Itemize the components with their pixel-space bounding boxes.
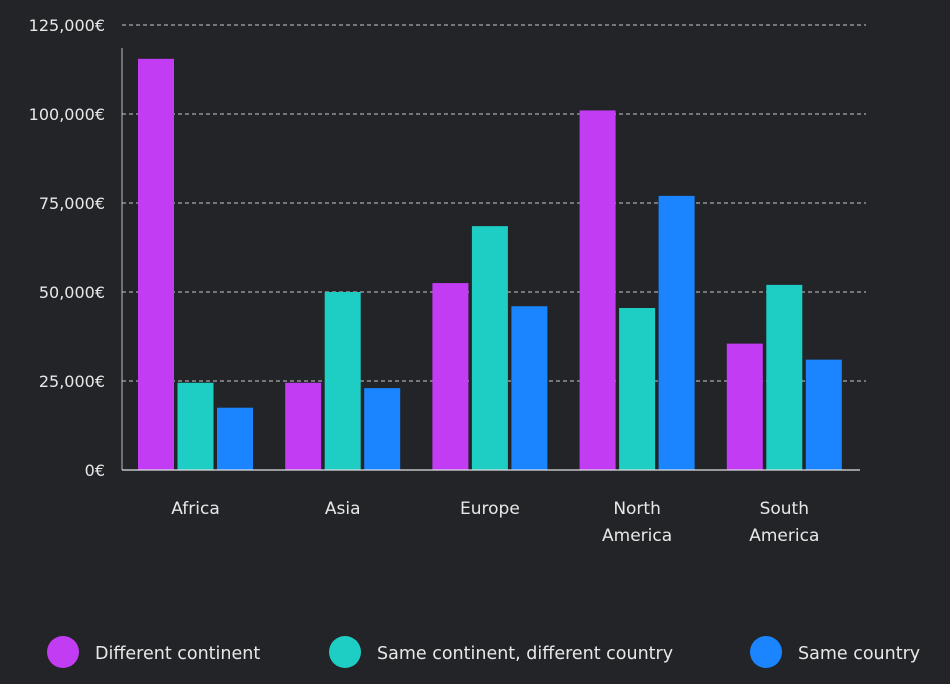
bars — [138, 58, 842, 470]
x-category-label: South — [760, 499, 809, 519]
legend: Different continent Same continent, diffe… — [47, 636, 920, 668]
legend-label: Same continent, different country — [377, 644, 673, 664]
bar — [432, 283, 469, 470]
y-tick-label: 75,000€ — [39, 194, 105, 213]
x-axis-category-labels: Africa Asia Europe North America South America — [171, 499, 819, 546]
legend-label: Different continent — [95, 644, 260, 664]
legend-label: Same country — [798, 644, 920, 664]
bar — [364, 388, 401, 470]
legend-swatch — [750, 636, 782, 668]
x-category-label: Europe — [460, 499, 520, 519]
y-tick-label: 0€ — [85, 461, 105, 480]
bar — [511, 306, 548, 470]
bar — [726, 343, 763, 470]
y-axis-tick-labels: 0€ 25,000€ 50,000€ 75,000€ 100,000€ 125,000€ — [29, 16, 105, 480]
bar — [217, 407, 253, 470]
x-category-label: Africa — [171, 499, 220, 519]
bar — [766, 284, 803, 470]
axes — [121, 48, 860, 471]
y-tick-label: 100,000€ — [29, 105, 105, 124]
x-category-label: America — [602, 526, 672, 546]
bar — [471, 226, 508, 470]
bar — [579, 110, 616, 470]
bar — [805, 359, 842, 470]
legend-swatch — [47, 636, 79, 668]
x-category-label: America — [749, 526, 819, 546]
y-tick-label: 125,000€ — [29, 16, 105, 35]
bar — [324, 292, 361, 470]
y-tick-label: 25,000€ — [39, 372, 105, 391]
bar — [138, 58, 174, 470]
bar — [619, 308, 656, 470]
bar — [285, 382, 322, 470]
y-tick-label: 50,000€ — [39, 283, 105, 302]
x-category-label: Asia — [325, 499, 361, 519]
legend-swatch — [329, 636, 361, 668]
bar — [177, 382, 214, 470]
bar — [658, 195, 695, 470]
x-category-label: North — [613, 499, 661, 519]
